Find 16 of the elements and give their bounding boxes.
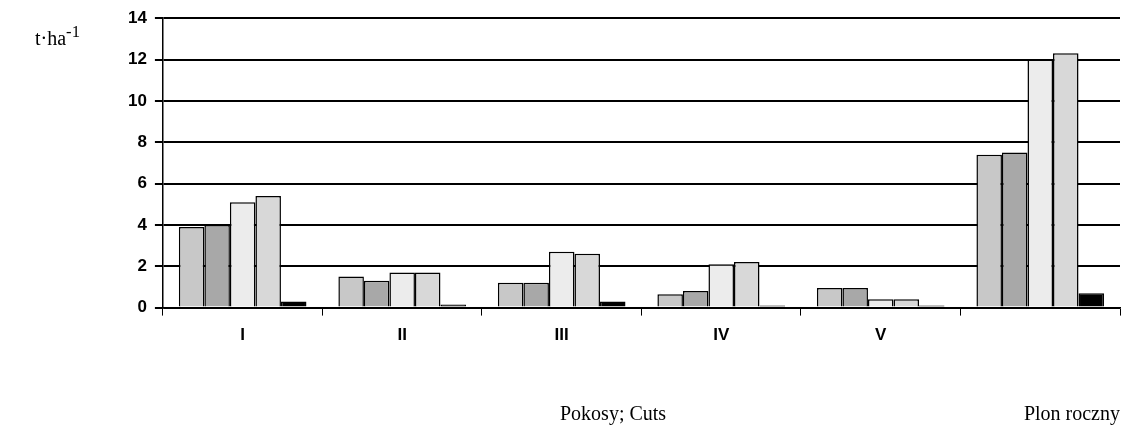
x-axis-title: Pokosy; Cuts: [560, 402, 667, 425]
y-tick-label: 0: [137, 297, 147, 317]
y-tick-label: 10: [127, 90, 147, 110]
x-tick-label: IV: [713, 325, 730, 345]
x-tick-label: I: [240, 325, 246, 345]
y-tick-label: 8: [137, 131, 147, 151]
x-tick-label: III: [554, 325, 569, 345]
y-axis-title: t·ha$^{-1}$: [35, 22, 80, 50]
y-tick-label: 14: [127, 7, 148, 27]
y-tick-label: 12: [127, 49, 147, 69]
x-tick-label: V: [875, 325, 888, 345]
y-tick-label: 2: [137, 255, 147, 275]
y-tick-label: 4: [137, 214, 148, 234]
text: Plon roczny: [1023, 402, 1120, 425]
y-tick-label: 6: [137, 173, 147, 193]
x-tick-label: II: [397, 325, 407, 345]
